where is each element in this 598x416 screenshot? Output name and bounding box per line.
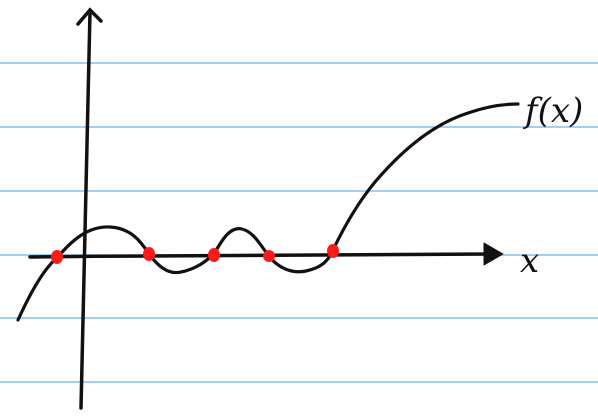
- root-marker: [143, 247, 155, 261]
- y-axis-arrowhead: [76, 7, 103, 26]
- x-axis: [28, 242, 504, 266]
- root-marker: [327, 244, 339, 258]
- x-axis-line: [28, 252, 494, 259]
- ruled-lines: [0, 62, 598, 383]
- function-label: f(x): [522, 91, 583, 131]
- y-axis: [76, 7, 103, 410]
- function-curve: [16, 102, 520, 322]
- root-marker: [208, 248, 220, 262]
- root-marker: [51, 250, 63, 264]
- x-axis-arrowhead: [483, 242, 504, 266]
- x-axis-label: x: [520, 241, 539, 281]
- roots: [51, 244, 339, 264]
- root-marker: [263, 250, 275, 262]
- y-axis-line: [79, 10, 92, 410]
